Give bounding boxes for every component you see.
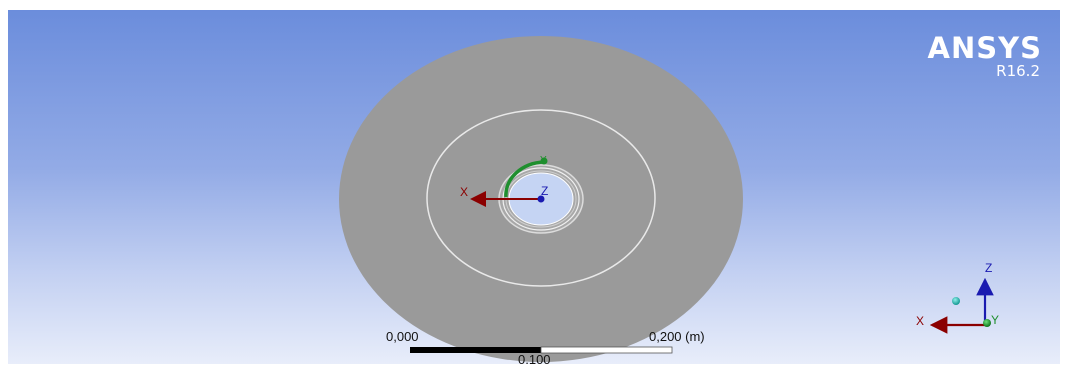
isometric-view-ball-icon[interactable] bbox=[952, 297, 960, 305]
scale-bar-black-segment bbox=[410, 347, 541, 353]
inner-ring-edge bbox=[426, 109, 656, 287]
model-scene[interactable]: X Z Y Z X Y bbox=[8, 10, 1060, 364]
y-axis-handle-icon[interactable] bbox=[540, 157, 548, 165]
ansys-logo: ANSYS R16.2 bbox=[928, 34, 1043, 79]
brand-version: R16.2 bbox=[996, 62, 1040, 80]
orientation-triad-icon[interactable]: Z X Y bbox=[916, 261, 999, 334]
scale-mid-label: 0,100 bbox=[518, 352, 551, 364]
brand-name: ANSYS bbox=[927, 31, 1042, 65]
model-x-label: X bbox=[460, 185, 468, 199]
graphics-viewport[interactable]: ANSYS R16.2 bbox=[8, 10, 1060, 364]
scale-start-label: 0,000 bbox=[386, 329, 419, 344]
orient-z-label: Z bbox=[985, 261, 992, 275]
model-y-label: Y bbox=[540, 155, 547, 166]
model-z-label: Z bbox=[541, 184, 548, 198]
orient-y-axis bbox=[983, 319, 991, 327]
scale-end-label: 0,200 (m) bbox=[649, 329, 705, 344]
scale-bar-white-segment bbox=[540, 346, 673, 354]
origin-point-icon bbox=[537, 195, 545, 203]
scale-bar bbox=[410, 346, 673, 354]
orient-y-label: Y bbox=[991, 313, 999, 327]
orient-x-label: X bbox=[916, 314, 924, 328]
rotation-arc-green bbox=[504, 160, 545, 198]
